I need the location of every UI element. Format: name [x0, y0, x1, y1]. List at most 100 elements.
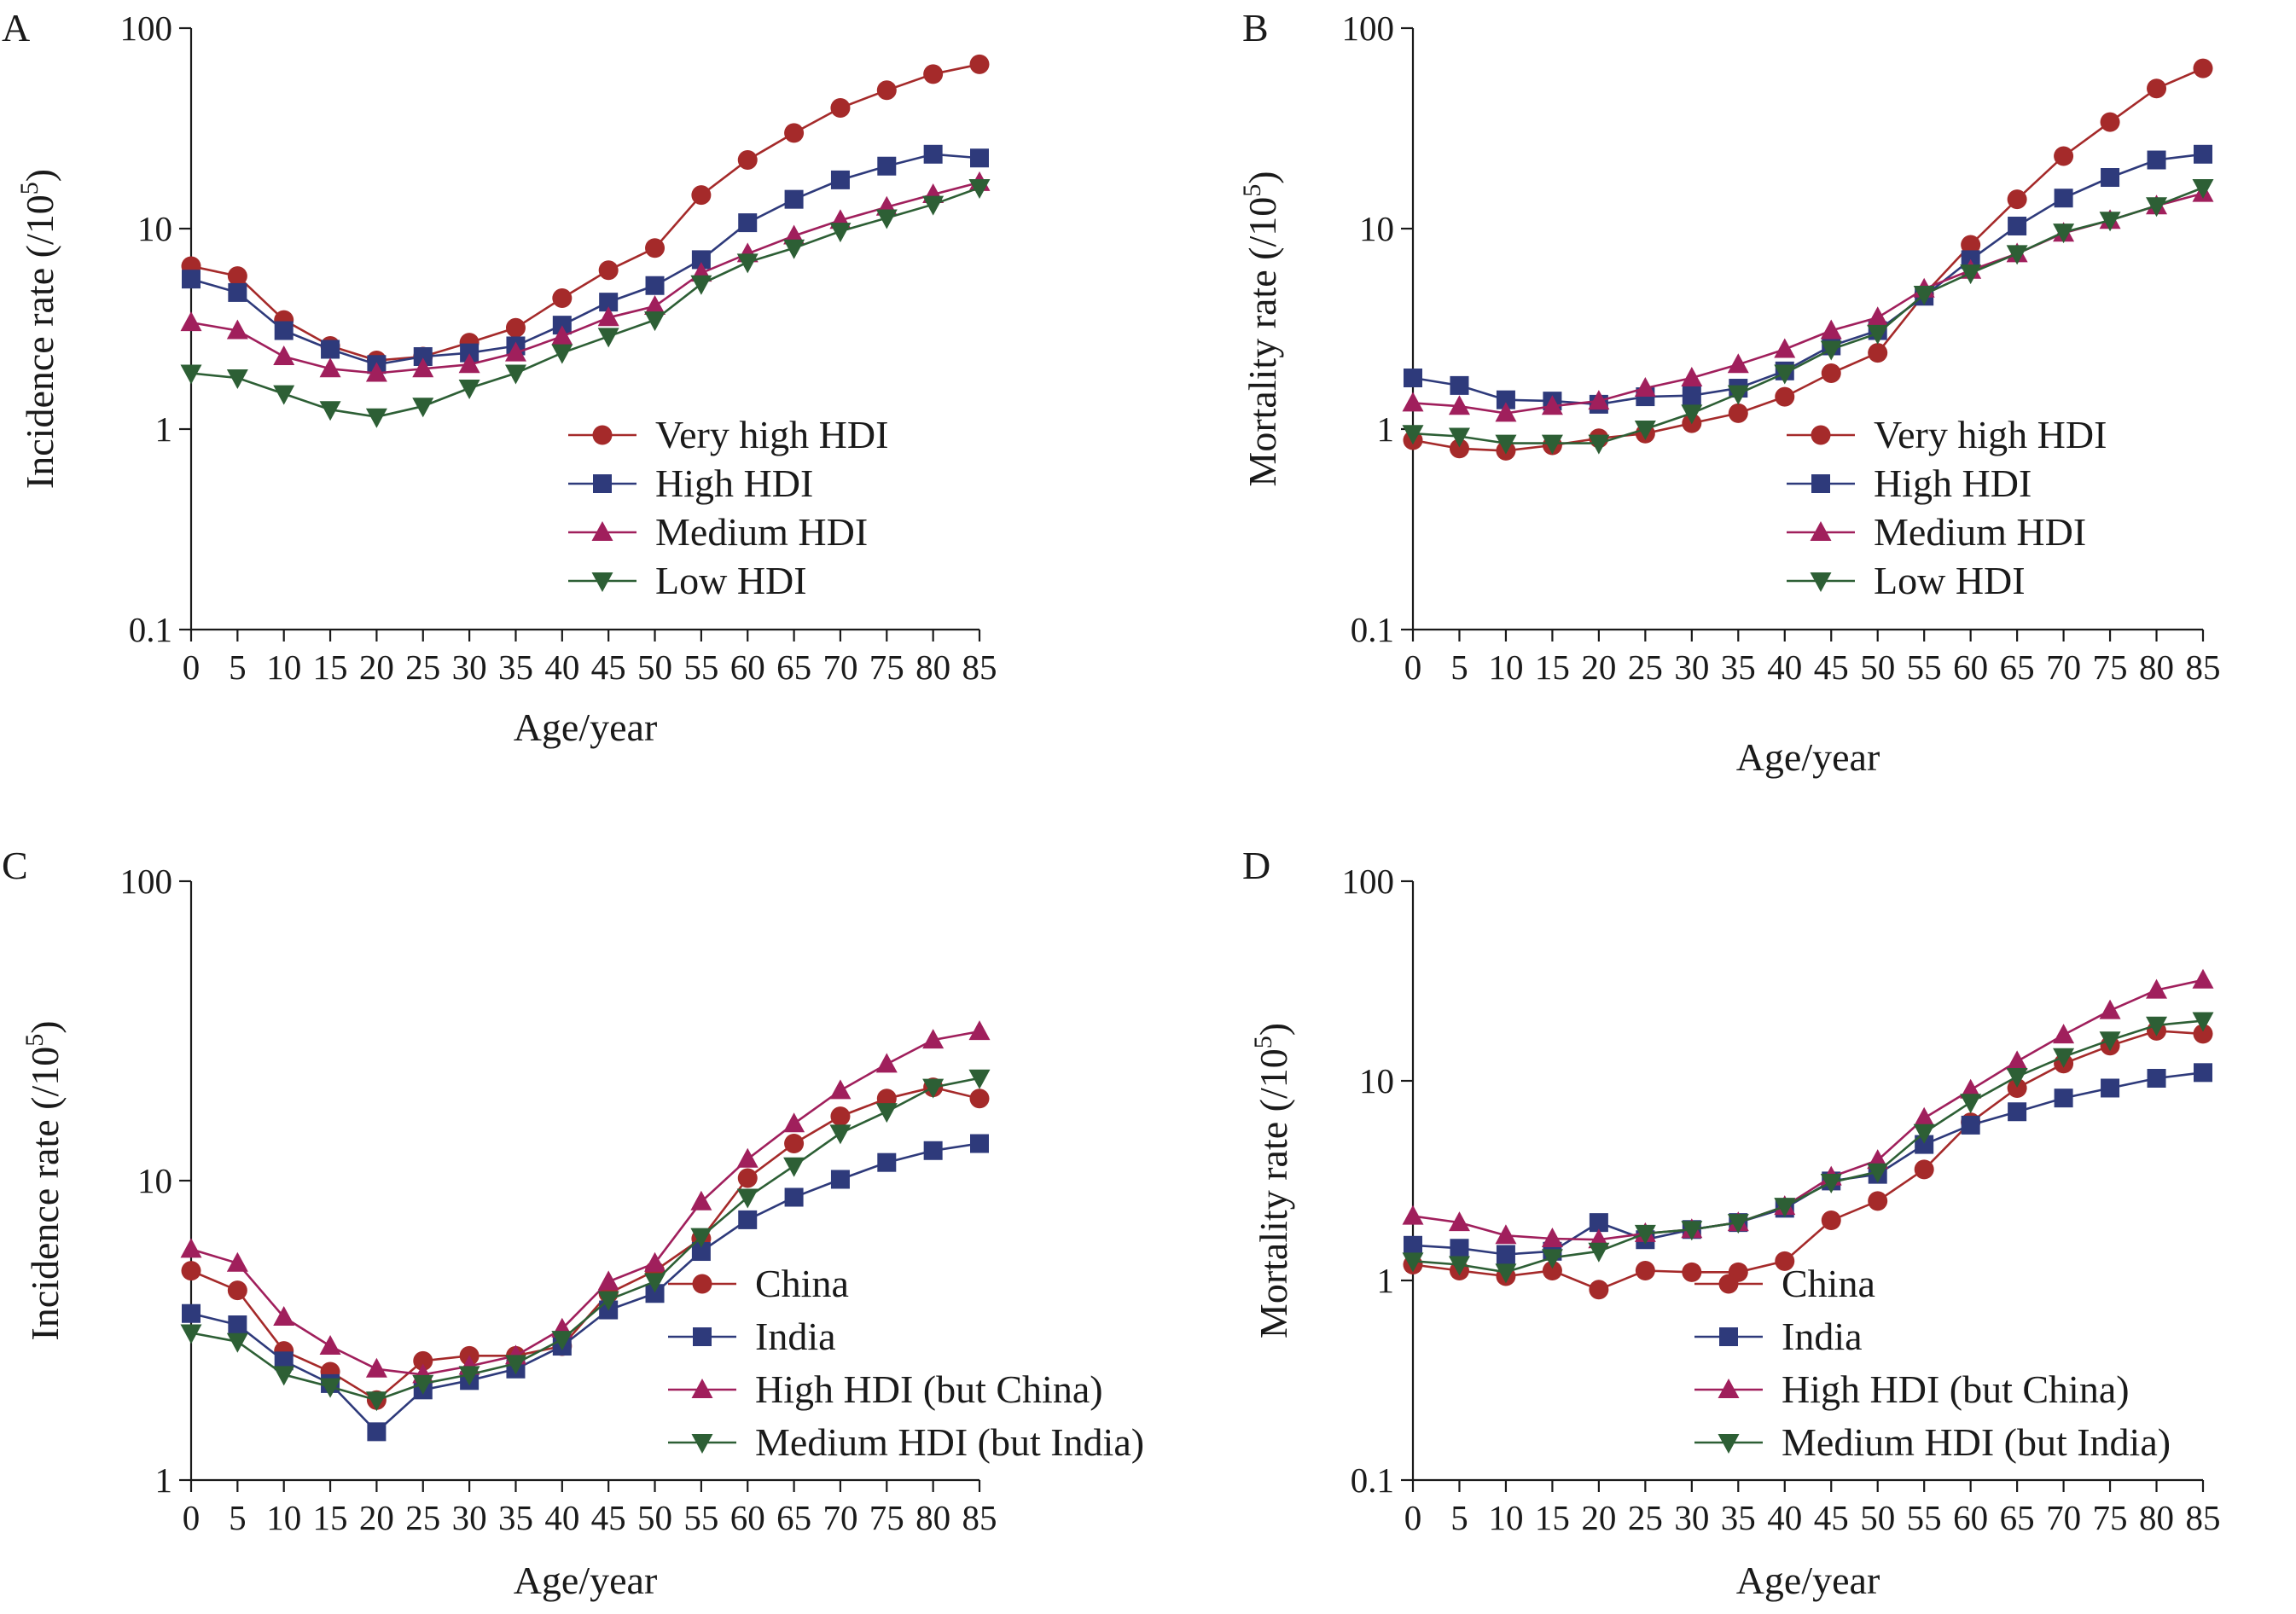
panel-b-point-low-hdi — [1448, 427, 1470, 448]
panel-d-point-india — [1496, 1245, 1515, 1264]
panel-d-point-medium-hdi-but-india — [1588, 1242, 1610, 1263]
panel-b-x-tick-label: 5 — [1450, 647, 1468, 687]
panel-a-point-high-hdi — [970, 148, 989, 168]
panel-b-legend-item-low-hdi: Low HDI — [1787, 559, 2026, 602]
panel-d-point-medium-hdi-but-india — [1402, 1252, 1424, 1273]
panel-a-legend-label: Medium HDI — [655, 510, 868, 554]
panel-d-x-tick-label: 35 — [1721, 1498, 1756, 1537]
panel-a-point-very-high-hdi — [830, 98, 851, 119]
panel-d-legend-item-china: China — [1694, 1262, 1875, 1305]
panel-b-point-low-hdi — [1634, 421, 1656, 440]
panel-b-point-high-hdi — [2194, 144, 2212, 164]
panel-d-point-china — [1589, 1280, 1609, 1300]
panel-d-point-china — [1542, 1260, 1562, 1280]
panel-c-point-india — [367, 1422, 387, 1442]
panel-d-x-tick-label: 75 — [2093, 1498, 2128, 1537]
panel-b-x-tick-label: 45 — [1814, 647, 1849, 687]
panel-a-series-medium-hdi — [180, 171, 991, 382]
panel-c-point-india — [691, 1242, 711, 1262]
panel-d-legend-marker — [1718, 1434, 1740, 1454]
panel-b-legend-label: Medium HDI — [1874, 510, 2086, 554]
panel-c-legend-item-india: India — [668, 1315, 836, 1358]
panel-b-point-low-hdi — [1913, 286, 1935, 306]
panel-c-point-medium-hdi-but-india — [597, 1291, 619, 1311]
panel-d-point-india — [1404, 1235, 1422, 1255]
panel-b-x-tick-label: 85 — [2186, 647, 2221, 687]
panel-d-x-tick-label: 0 — [1404, 1498, 1422, 1537]
panel-d-x-tick-label: 20 — [1581, 1498, 1616, 1537]
panel-d-legend-item-high-hdi-but-china: High HDI (but China) — [1694, 1367, 2130, 1411]
panel-c-letter: C — [2, 844, 28, 887]
panel-b-point-very-high-hdi — [2193, 58, 2213, 78]
panel-d-series-india — [1404, 1063, 2212, 1264]
panel-d-x-tick-label: 25 — [1628, 1498, 1663, 1537]
panel-c-x-tick-label: 5 — [229, 1498, 247, 1537]
panel-a-point-medium-hdi — [226, 319, 248, 340]
panel-b-point-low-hdi — [2099, 212, 2121, 232]
panel-c-point-high-hdi-but-china — [180, 1238, 202, 1258]
panel-b-series-high-hdi — [1404, 144, 2212, 414]
panel-d-legend-item-medium-hdi-but-india: Medium HDI (but India) — [1694, 1420, 2171, 1464]
panel-b-point-high-hdi — [2054, 189, 2073, 208]
panel-a-point-low-hdi — [783, 239, 805, 259]
panel-d-y-tick-label: 100 — [1342, 862, 1395, 901]
panel-b-x-tick-label: 40 — [1767, 647, 1802, 687]
panel-d-point-high-hdi-but-china — [1960, 1078, 1982, 1099]
panel-c-point-india — [274, 1351, 294, 1371]
panel-a-x-tick-label: 75 — [869, 647, 904, 687]
panel-d-legend-marker — [1719, 1327, 1738, 1346]
panel-d-point-india — [2054, 1089, 2073, 1108]
panel-d-x-tick-label: 80 — [2139, 1498, 2174, 1537]
panel-a-y-tick-label: 0.1 — [129, 610, 172, 649]
panel-d-x-tick-label: 85 — [2186, 1498, 2221, 1537]
panel-d-x-tick-label: 5 — [1450, 1498, 1468, 1537]
panel-b-letter: B — [1242, 6, 1269, 49]
panel-a-x-axis-title: Age/year — [514, 705, 658, 749]
panel-b-point-high-hdi — [1496, 390, 1515, 409]
panel-a-x-tick-label: 45 — [591, 647, 626, 687]
panel-a-point-low-hdi — [319, 401, 341, 421]
panel-a-x-tick-label: 10 — [266, 647, 301, 687]
panel-c-series-china — [181, 1077, 990, 1410]
panel-a-point-low-hdi — [736, 253, 759, 274]
panel-c-x-tick-label: 70 — [822, 1498, 857, 1537]
panel-a-point-high-hdi — [228, 282, 247, 302]
panel-b-y-tick-label: 0.1 — [1351, 610, 1394, 649]
panel-a-point-very-high-hdi — [969, 54, 990, 74]
panel-a-point-low-hdi — [504, 364, 526, 385]
panel-b-point-very-high-hdi — [2007, 189, 2027, 210]
panel-a-point-very-high-hdi — [784, 123, 805, 143]
panel-a-legend-marker — [591, 521, 613, 541]
panel-a-point-medium-hdi — [597, 306, 619, 327]
panel-c-point-high-hdi-but-china — [644, 1251, 666, 1272]
panel-c-point-medium-hdi-but-india — [922, 1078, 945, 1099]
panel-d-series-medium-hdi-but-india — [1402, 1012, 2214, 1284]
panel-a-point-very-high-hdi — [552, 287, 573, 308]
panel-c-legend-item-medium-hdi-but-india: Medium HDI (but India) — [668, 1420, 1144, 1464]
panel-a-point-very-high-hdi — [876, 80, 897, 101]
panel-c-legend-label: High HDI (but China) — [755, 1367, 1103, 1411]
panel-a-x-tick-label: 65 — [776, 647, 811, 687]
panel-b-point-low-hdi — [1774, 364, 1796, 385]
panel-c-y-axis-title-exponent: 5 — [20, 1034, 49, 1047]
panel-c-point-china — [969, 1089, 990, 1109]
panel-d-x-tick-label: 55 — [1907, 1498, 1942, 1537]
panel-a-point-medium-hdi — [644, 294, 666, 315]
panel-a-point-high-hdi — [413, 346, 433, 366]
panel-d-y-axis-title: Mortality rate (/105) — [1249, 1023, 1295, 1338]
panel-b-x-tick-label: 65 — [2000, 647, 2035, 687]
panel-d-x-tick-label: 30 — [1674, 1498, 1709, 1537]
panel-a-point-low-hdi — [551, 344, 573, 364]
panel-d-point-medium-hdi-but-india — [1913, 1123, 1935, 1144]
panel-a-point-medium-hdi — [319, 357, 341, 378]
panel-d-point-medium-hdi-but-india — [1960, 1094, 1982, 1114]
panel-b-legend-marker — [1810, 572, 1832, 592]
panel-b-point-very-high-hdi — [2100, 112, 2120, 132]
panel-a-legend-marker — [591, 572, 613, 592]
panel-a-y-axis-title-close: ) — [18, 169, 61, 182]
panel-c-point-china — [830, 1106, 851, 1127]
panel-c-point-high-hdi-but-china — [829, 1079, 852, 1100]
panel-d-x-tick-label: 50 — [1860, 1498, 1895, 1537]
panel-c-point-india — [970, 1134, 989, 1153]
panel-c-x-tick-label: 40 — [544, 1498, 579, 1537]
